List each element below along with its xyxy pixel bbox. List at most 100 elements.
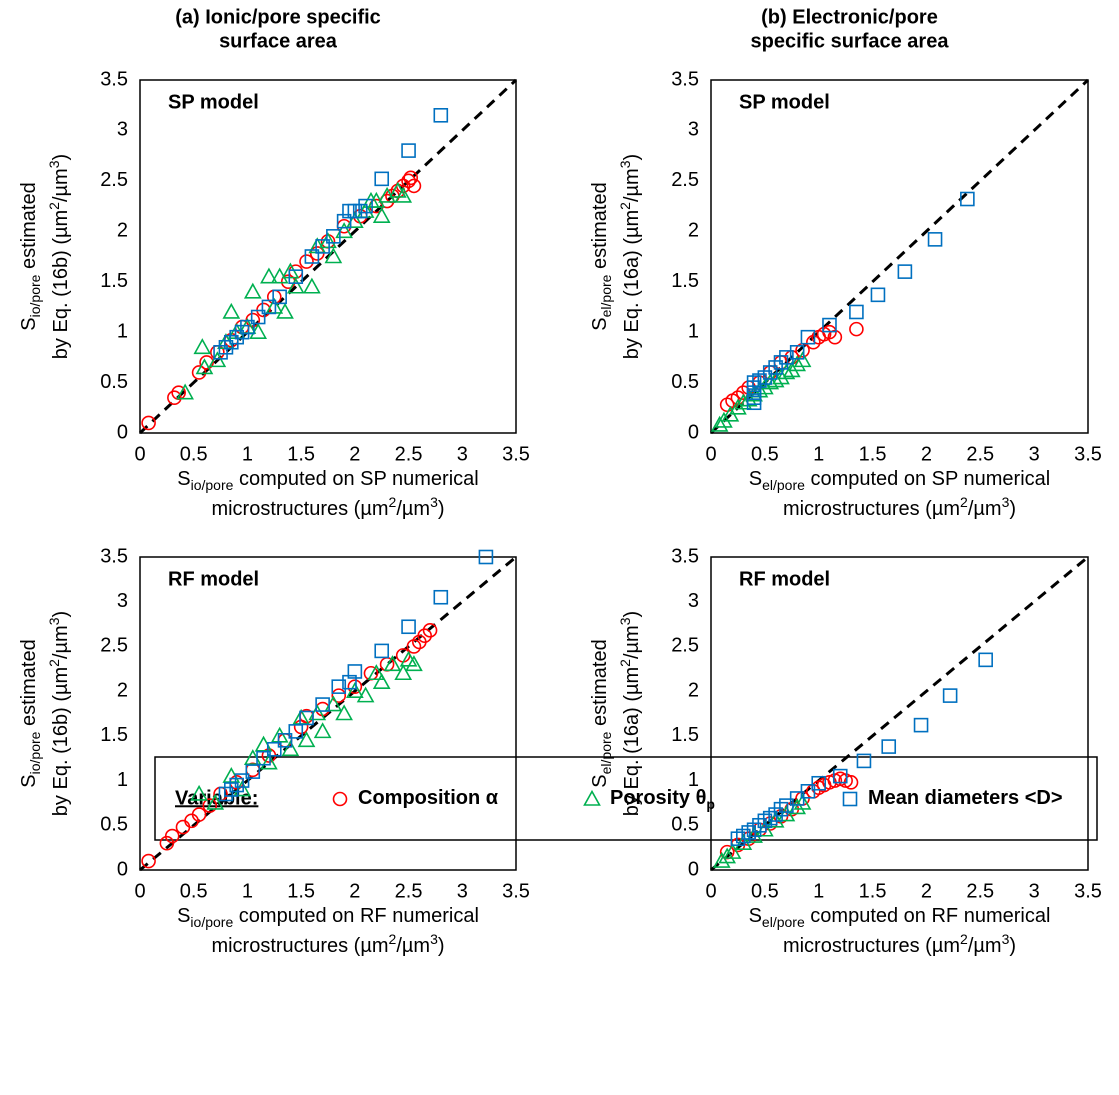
x-tick-label: 1 [242, 443, 253, 465]
chart-title: surface area [219, 30, 338, 52]
marker [710, 415, 729, 432]
label-part: by Eq. (16b) (µm [50, 667, 72, 816]
marker [433, 108, 449, 123]
label-part: el/pore [762, 914, 805, 930]
marker [849, 304, 864, 320]
marker [768, 807, 783, 822]
marker [401, 143, 416, 158]
label-part: S [18, 317, 40, 330]
y-tick-label: 3.5 [100, 68, 128, 90]
y-tick-label: 1 [688, 769, 699, 791]
marker [315, 239, 330, 254]
label-part: S [177, 905, 190, 927]
label-part: 2 [960, 931, 968, 947]
model-label: SP model [739, 91, 830, 113]
marker [768, 360, 783, 375]
marker [347, 679, 363, 694]
marker [195, 358, 214, 375]
marker [773, 801, 789, 817]
x-axis-label: microstructures (µm2/µm3) [211, 494, 444, 521]
x-tick-label: 1 [813, 880, 824, 902]
label-part: 2 [617, 659, 633, 667]
marker [286, 277, 305, 294]
label-part: /µm [621, 168, 643, 202]
label-part: /µm [968, 498, 1002, 520]
label-part: estimated [589, 639, 611, 731]
label-part: ) [1009, 498, 1016, 520]
label-part: S [589, 317, 611, 330]
marker [374, 171, 390, 187]
marker [218, 339, 234, 355]
marker [331, 688, 347, 703]
plot-frame [710, 79, 1089, 434]
marker [342, 674, 357, 690]
marker [199, 355, 214, 370]
marker [299, 710, 314, 726]
marker [746, 375, 762, 390]
label-part: S [749, 905, 762, 927]
marker [405, 655, 423, 672]
label-part: computed on SP numerical [805, 468, 1050, 490]
plot-frame [139, 79, 517, 434]
y-tick-label: 1 [117, 769, 128, 791]
label-part: microstructures (µm [211, 935, 388, 957]
marker [335, 704, 353, 721]
label-part: computed on RF numerical [805, 905, 1051, 927]
marker [827, 329, 843, 345]
marker [762, 365, 778, 380]
label-part: 2 [46, 202, 62, 210]
marker [202, 798, 218, 813]
label-part: Composition α [358, 787, 499, 809]
y-tick-label: 1.5 [671, 724, 699, 746]
marker [224, 782, 239, 797]
y-tick-label: 3.5 [100, 545, 128, 567]
y-tick-label: 2 [117, 220, 128, 242]
marker [299, 254, 314, 269]
label-part: ) [50, 611, 72, 618]
x-tick-label: 2.5 [395, 880, 423, 902]
x-axis-label: Sio/pore computed on RF numerical [177, 905, 479, 929]
label-part: el/pore [762, 477, 805, 493]
x-axis-label: microstructures (µm2/µm3) [211, 931, 444, 958]
marker [779, 350, 794, 365]
y-tick-label: 0 [688, 421, 699, 443]
x-tick-label: 3.5 [1074, 443, 1102, 465]
y-tick-label: 0.5 [100, 814, 128, 836]
marker [417, 628, 432, 643]
y-tick-label: 0 [117, 858, 128, 880]
model-label: RF model [168, 568, 259, 590]
marker [288, 269, 304, 284]
marker [218, 786, 234, 802]
marker [870, 287, 886, 303]
chart-title: (a) Ionic/pore specific [175, 6, 381, 28]
y-tick-label: 3 [688, 590, 699, 612]
marker [367, 664, 386, 681]
x-tick-label: 1.5 [859, 443, 887, 465]
label-part: S [177, 468, 190, 490]
label-part: 2 [389, 494, 397, 510]
x-tick-label: 3.5 [502, 443, 530, 465]
marker [331, 679, 347, 694]
label-part: 2 [46, 659, 62, 667]
marker [773, 355, 789, 370]
plot-frame [139, 556, 517, 871]
model-label: RF model [739, 568, 830, 590]
y-tick-label: 2 [688, 220, 699, 242]
label-part: io/pore [191, 477, 234, 493]
marker [347, 664, 363, 679]
y-axis-label: by Eq. (16a) (µm2/µm3) [617, 611, 644, 816]
marker [229, 329, 244, 345]
label-part: /µm [396, 935, 430, 957]
x-tick-label: 1 [813, 443, 824, 465]
marker [193, 338, 212, 355]
model-label: SP model [168, 91, 259, 113]
x-tick-label: 2 [349, 443, 360, 465]
plot-frame [710, 556, 1089, 871]
marker [208, 351, 227, 368]
marker [336, 213, 352, 229]
marker [191, 365, 207, 380]
marker [746, 822, 762, 838]
marker [234, 773, 250, 788]
label-part: microstructures (µm [783, 498, 960, 520]
label-part: computed on SP numerical [233, 468, 478, 490]
